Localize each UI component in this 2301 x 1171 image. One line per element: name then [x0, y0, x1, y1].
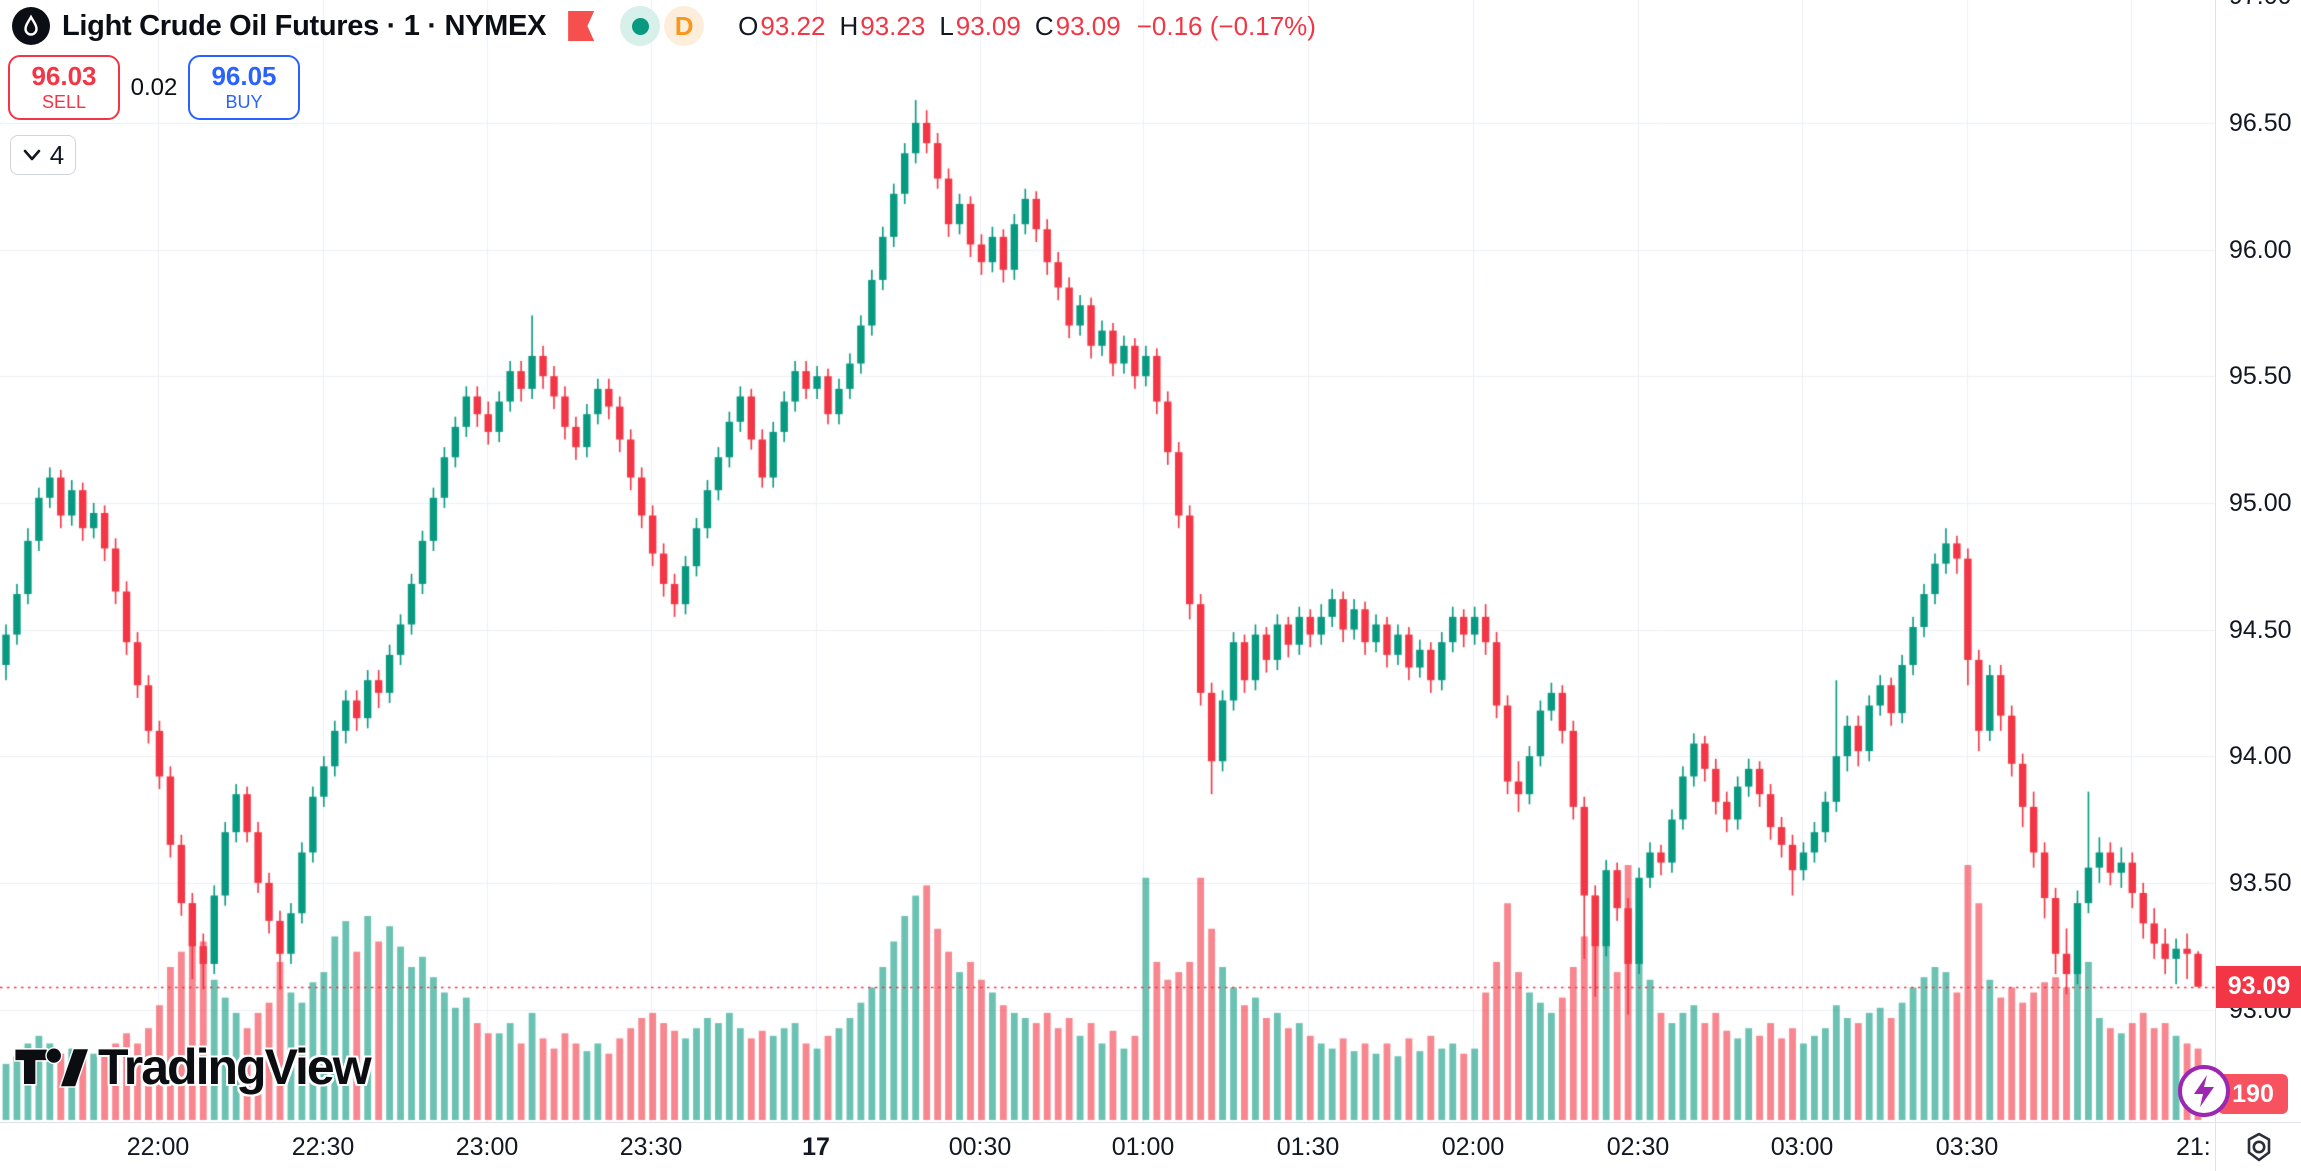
sell-label: SELL — [41, 92, 87, 113]
buy-button[interactable]: 96.05 BUY — [188, 55, 300, 120]
flag-icon[interactable] — [568, 11, 595, 41]
buy-label: BUY — [225, 92, 263, 113]
time-tick-label: 22:30 — [291, 1133, 355, 1161]
price-tick-label: 95.00 — [2229, 488, 2292, 517]
chart-plot-area[interactable]: TradingView — [0, 0, 2215, 1122]
price-tick-label: 96.00 — [2229, 235, 2292, 264]
time-tick-label: 02:00 — [1441, 1133, 1505, 1161]
price-axis[interactable]: 97.00 96.50 96.00 95.50 95.00 94.50 94.00 93.50… — [2215, 0, 2301, 1122]
price-tick-label: 97.00 — [2229, 0, 2292, 9]
bar-count-value: 4 — [49, 139, 65, 170]
ohlc-readout: O 93.22 H 93.23 L 93.09 C 93.09 −0.16 (−0.17… — [738, 11, 1316, 42]
time-tick-label: 03:30 — [1935, 1133, 1999, 1161]
last-price-tag: 93.09 — [2216, 965, 2301, 1008]
current-time-clock: 21: — [2176, 1133, 2211, 1161]
time-tick-label: 23:00 — [455, 1133, 519, 1161]
market-status-icon[interactable] — [620, 6, 661, 46]
time-tick-label: 03:00 — [1770, 1133, 1834, 1161]
symbol-logo-icon[interactable] — [12, 7, 50, 45]
high-label: H — [839, 10, 859, 41]
time-tick-label: 01:30 — [1276, 1133, 1340, 1161]
delayed-data-badge[interactable]: D — [664, 6, 705, 46]
chevron-down-icon — [23, 149, 41, 161]
candlestick-chart-canvas[interactable] — [0, 0, 2215, 1122]
time-axis-settings-gear-icon[interactable] — [2243, 1131, 2275, 1163]
change-value: −0.16 (−0.17%) — [1136, 10, 1316, 41]
sell-button[interactable]: 96.03 SELL — [8, 55, 120, 120]
instant-order-lightning-icon[interactable] — [2176, 1063, 2232, 1124]
axis-corner — [2215, 1122, 2301, 1171]
symbol-title[interactable]: Light Crude Oil Futures · 1 · NYMEX — [62, 9, 547, 42]
buy-price: 96.05 — [211, 61, 277, 92]
low-label: L — [939, 10, 954, 41]
time-tick-label: 23:30 — [619, 1133, 683, 1161]
trade-panel: 96.03 SELL 0.02 96.05 BUY — [8, 55, 300, 120]
price-tick-label: 96.50 — [2229, 108, 2292, 137]
price-tick-label: 94.50 — [2229, 615, 2292, 644]
time-tick-label: 02:30 — [1606, 1133, 1670, 1161]
tradingview-watermark: TradingView — [14, 1038, 372, 1096]
watermark-text: TradingView — [98, 1039, 372, 1095]
time-tick-label: 22:00 — [126, 1133, 190, 1161]
close-value: 93.09 — [1055, 10, 1121, 41]
open-label: O — [738, 10, 759, 41]
close-label: C — [1034, 10, 1054, 41]
date-tick-label: 17 — [802, 1133, 830, 1161]
market-open-dot-icon — [631, 17, 649, 35]
price-tick-label: 93.50 — [2229, 868, 2292, 897]
price-tick-label: 95.50 — [2229, 362, 2292, 391]
tradingview-logo-icon — [14, 1047, 88, 1088]
time-tick-label: 00:30 — [948, 1133, 1012, 1161]
time-axis[interactable]: 22:00 22:30 23:00 23:30 17 00:30 01:00 01:30 02:… — [0, 1122, 2215, 1171]
spread-value: 0.02 — [130, 73, 178, 101]
low-value: 93.09 — [955, 10, 1021, 41]
sell-price: 96.03 — [31, 61, 97, 92]
time-tick-label: 01:00 — [1111, 1133, 1175, 1161]
bar-count-dropdown[interactable]: 4 — [10, 135, 76, 175]
high-value: 93.23 — [860, 10, 926, 41]
price-tick-label: 94.00 — [2229, 742, 2292, 771]
open-value: 93.22 — [760, 10, 826, 41]
